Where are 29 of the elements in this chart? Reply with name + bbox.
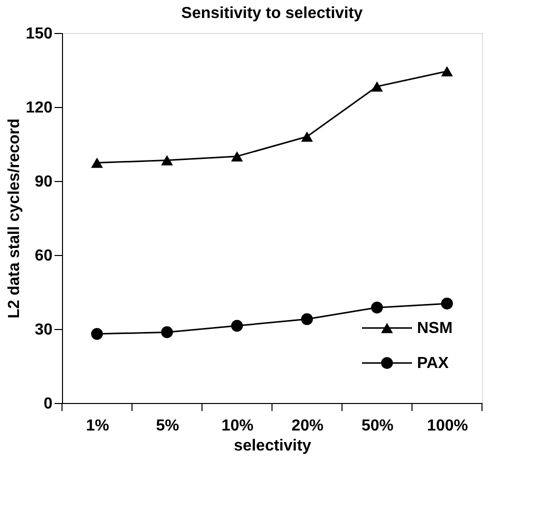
point xyxy=(91,328,103,340)
point xyxy=(371,302,383,314)
point xyxy=(301,131,313,142)
x-tick-label: 1% xyxy=(86,418,110,434)
y-tick-label: 30 xyxy=(34,322,53,338)
point xyxy=(441,298,453,310)
y-tick-label: 150 xyxy=(26,26,53,42)
x-tick-label: 100% xyxy=(427,418,468,434)
point xyxy=(231,320,243,332)
point xyxy=(161,155,173,166)
chart-title: Sensitivity to selectivity xyxy=(181,5,363,22)
point xyxy=(91,158,103,168)
legend-label: NSM xyxy=(417,320,453,337)
y-tick-label: 0 xyxy=(44,396,53,412)
point xyxy=(441,66,453,76)
x-tick-label: 50% xyxy=(361,418,394,434)
y-tick-label: 60 xyxy=(34,248,53,264)
y-tick-label: 120 xyxy=(26,100,53,116)
x-tick-label: 20% xyxy=(291,418,324,434)
x-axis-title: selectivity xyxy=(234,438,312,454)
legend-label: PAX xyxy=(417,355,450,372)
point xyxy=(301,313,313,326)
y-axis-title: L2 data stall cycles/record xyxy=(6,118,23,319)
x-tick-label: 5% xyxy=(156,418,180,434)
point xyxy=(371,81,383,92)
y-tick-label: 90 xyxy=(34,174,53,190)
point xyxy=(161,326,173,338)
x-tick-label: 10% xyxy=(221,418,254,434)
point xyxy=(231,151,243,162)
